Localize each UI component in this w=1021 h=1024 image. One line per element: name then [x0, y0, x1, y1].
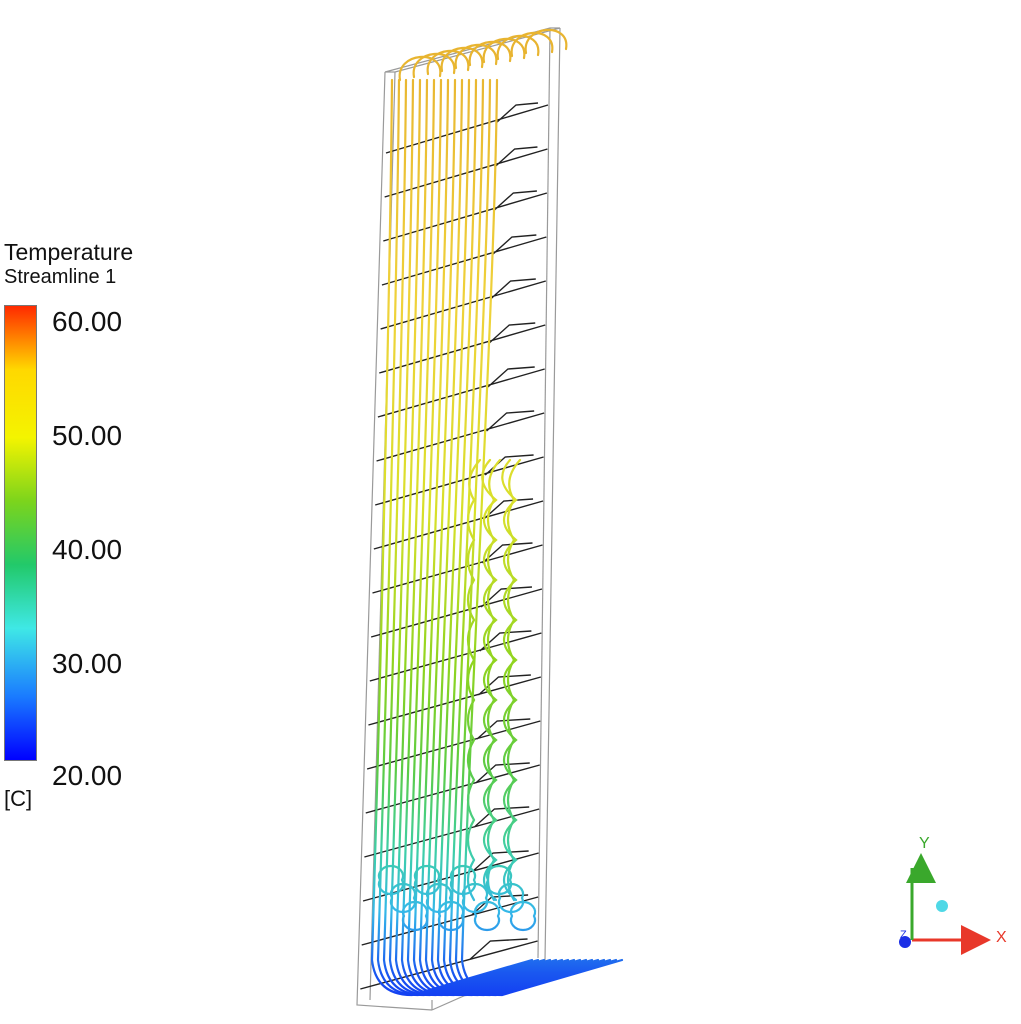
streamline — [509, 900, 537, 932]
streamline — [510, 31, 554, 58]
streamline — [485, 864, 513, 896]
x-axis-label: X — [996, 929, 1007, 946]
streamline — [497, 882, 525, 914]
streamline — [454, 43, 498, 70]
streamline — [449, 864, 477, 896]
streamline — [424, 78, 588, 997]
streamlines — [370, 28, 624, 997]
streamline — [388, 78, 552, 997]
streamline — [412, 78, 576, 997]
streamline — [461, 882, 489, 914]
legend-tick-label: 30.00 — [52, 648, 123, 679]
streamline — [398, 55, 442, 82]
color-scale-bar — [4, 305, 37, 761]
streamline — [426, 49, 470, 76]
streamline — [400, 78, 564, 997]
legend-title-line1: Temperature — [4, 239, 134, 265]
shelf-tray — [372, 542, 543, 594]
streamline — [473, 900, 501, 932]
streamline — [425, 882, 453, 914]
streamline — [394, 78, 558, 997]
streamline — [413, 864, 441, 896]
streamline — [524, 28, 568, 55]
streamline — [486, 458, 502, 902]
streamline — [370, 78, 534, 997]
legend-unit-label: [C] — [4, 786, 33, 811]
streamline — [389, 882, 417, 914]
streamline — [382, 78, 546, 997]
z-axis-label: Z — [900, 929, 907, 941]
shelf-tray — [364, 806, 540, 858]
streamline — [406, 78, 570, 997]
y-axis-label: Y — [919, 835, 930, 852]
streamline — [442, 78, 606, 997]
legend-tick-label: 40.00 — [52, 534, 123, 565]
streamline — [418, 78, 582, 997]
streamline — [440, 46, 484, 73]
streamline — [448, 78, 612, 997]
streamline — [468, 40, 512, 67]
shelf-tray — [376, 410, 545, 462]
streamline — [482, 37, 526, 64]
streamline — [437, 900, 465, 932]
legend-title-line2: Streamline 1 — [4, 266, 117, 288]
shelf-trays — [360, 102, 549, 990]
view-indicator-dot — [936, 900, 948, 912]
streamline — [454, 78, 618, 997]
z-axis-dot — [899, 936, 911, 948]
streamline — [401, 900, 429, 932]
legend-tick-label: 50.00 — [52, 420, 123, 451]
legend-tick-label: 60.00 — [52, 306, 123, 337]
streamline — [496, 34, 540, 61]
axis-triad: X Y Z — [899, 835, 1007, 955]
shelf-tray — [365, 762, 540, 814]
shelf-tray — [373, 498, 544, 550]
streamline — [466, 458, 482, 902]
streamline — [376, 78, 540, 997]
streamline — [506, 458, 522, 902]
legend-title: Temperature Streamline 1 — [4, 240, 133, 290]
streamline — [412, 52, 456, 79]
legend-tick-label: 20.00 — [52, 760, 123, 791]
streamline — [436, 78, 600, 997]
streamline — [377, 864, 405, 896]
streamline — [430, 78, 594, 997]
